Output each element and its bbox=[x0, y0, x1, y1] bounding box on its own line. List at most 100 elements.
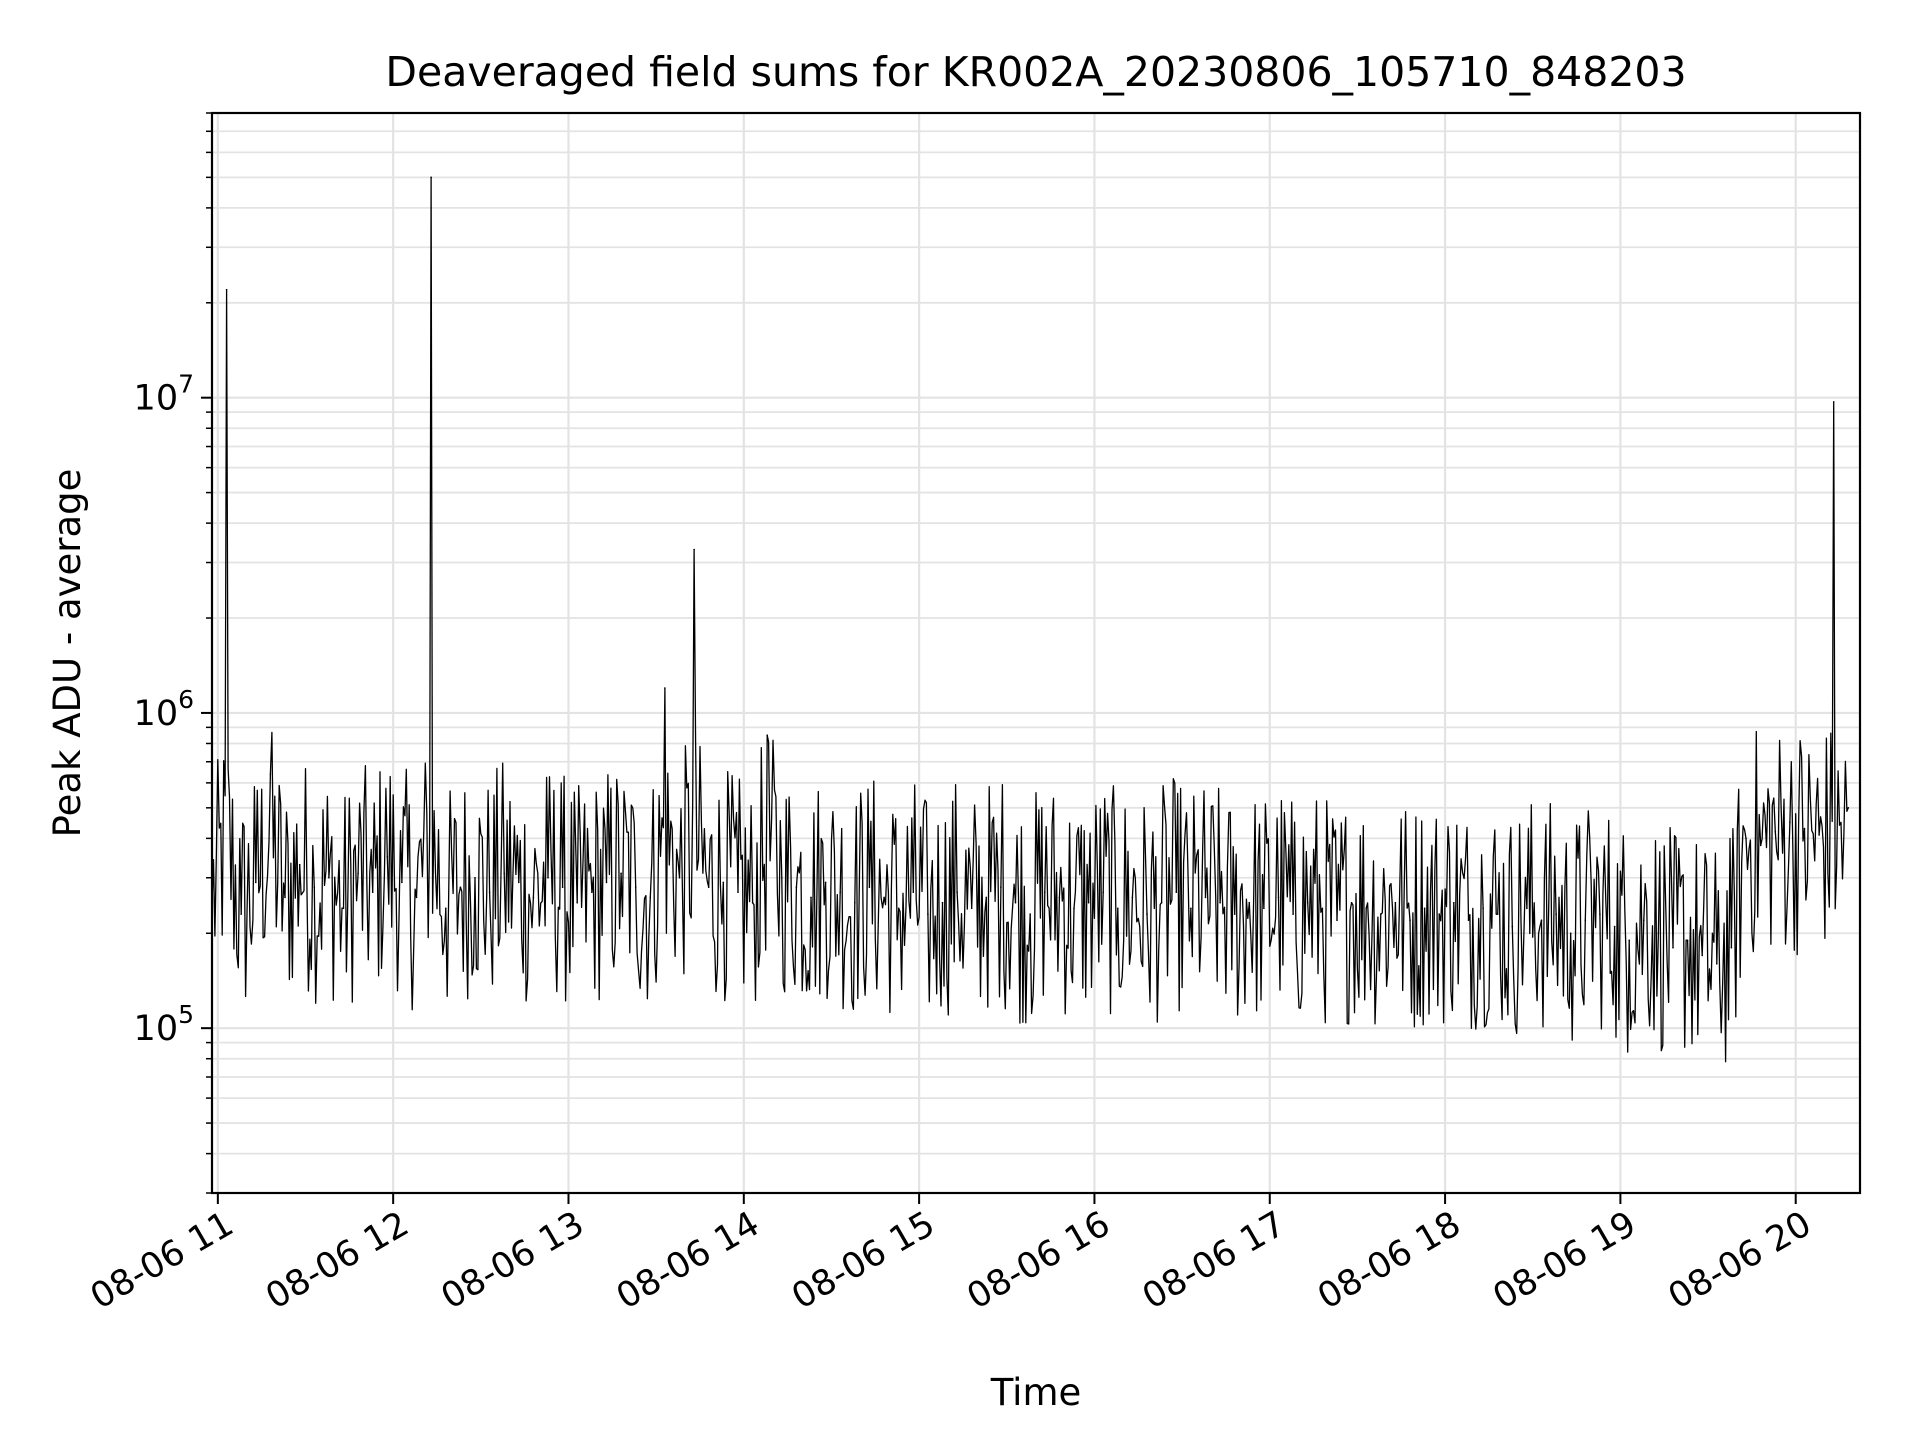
data-point bbox=[1847, 807, 1850, 809]
data-point bbox=[824, 881, 827, 884]
data-point bbox=[766, 734, 768, 736]
data-point bbox=[547, 877, 549, 879]
data-point bbox=[342, 907, 345, 910]
data-point bbox=[1453, 901, 1455, 904]
data-point bbox=[883, 896, 885, 899]
data-point bbox=[386, 855, 389, 858]
data-point bbox=[1044, 891, 1046, 893]
data-point bbox=[1584, 919, 1587, 921]
data-point bbox=[1657, 932, 1660, 935]
data-point bbox=[1423, 907, 1426, 910]
data-point bbox=[1716, 963, 1718, 965]
data-point bbox=[1233, 913, 1236, 915]
data-point bbox=[401, 881, 403, 884]
data-point bbox=[664, 687, 666, 689]
data-point bbox=[357, 872, 359, 875]
data-point bbox=[240, 913, 242, 915]
data-point bbox=[649, 896, 652, 899]
data-point bbox=[678, 877, 681, 879]
data-point bbox=[255, 881, 257, 884]
data-point bbox=[1701, 954, 1703, 957]
data-point bbox=[1336, 919, 1338, 921]
data-point bbox=[1745, 837, 1747, 840]
data-point bbox=[897, 907, 900, 910]
data-point bbox=[1204, 896, 1207, 899]
data-point bbox=[941, 901, 944, 904]
data-point bbox=[634, 886, 637, 888]
data-point bbox=[328, 877, 330, 879]
data-point bbox=[1759, 844, 1762, 847]
data-point bbox=[1175, 891, 1178, 893]
y-tick-label: 107 bbox=[134, 370, 194, 419]
data-point bbox=[1496, 913, 1499, 915]
data-point bbox=[1555, 913, 1557, 915]
data-point bbox=[1613, 925, 1616, 928]
data-point bbox=[1438, 913, 1440, 915]
data-point bbox=[415, 896, 418, 899]
data-point bbox=[488, 891, 491, 893]
data-point bbox=[561, 886, 564, 888]
data-point bbox=[576, 901, 578, 904]
data-point bbox=[371, 891, 374, 893]
data-point bbox=[1350, 901, 1353, 904]
data-point bbox=[474, 877, 476, 879]
data-point bbox=[1117, 907, 1119, 910]
data-point bbox=[1146, 913, 1148, 915]
data-point bbox=[1263, 907, 1265, 910]
data-point bbox=[1789, 821, 1791, 823]
data-point bbox=[1306, 901, 1309, 904]
data-point bbox=[1380, 913, 1382, 915]
chart-title: Deaveraged field sums for KR002A_2023080… bbox=[385, 48, 1686, 96]
y-tick-label: 105 bbox=[134, 1000, 194, 1049]
data-point bbox=[722, 881, 725, 884]
data-point bbox=[269, 773, 272, 775]
data-point bbox=[1321, 907, 1324, 910]
data-point bbox=[781, 877, 783, 879]
data-point bbox=[1686, 939, 1689, 942]
data-point bbox=[518, 881, 520, 884]
data-point bbox=[927, 913, 929, 915]
data-point bbox=[605, 881, 608, 884]
data-point bbox=[1014, 901, 1017, 904]
data-point bbox=[1102, 891, 1104, 893]
data-point bbox=[1248, 901, 1251, 904]
data-point bbox=[1073, 907, 1075, 910]
data-point bbox=[1467, 919, 1470, 921]
data-point bbox=[591, 891, 593, 893]
data-point bbox=[503, 872, 506, 875]
data-point bbox=[430, 176, 432, 179]
data-point bbox=[970, 907, 973, 910]
data-point bbox=[1511, 925, 1514, 928]
data-point bbox=[1730, 946, 1733, 949]
data-point bbox=[1394, 901, 1397, 904]
data-point bbox=[1190, 907, 1192, 910]
data-point bbox=[707, 886, 710, 888]
data-point bbox=[1058, 896, 1061, 899]
data-point bbox=[284, 896, 286, 899]
plot-frame bbox=[210, 111, 1862, 1195]
data-point bbox=[751, 901, 754, 904]
data-point bbox=[313, 886, 316, 888]
data-point bbox=[1365, 907, 1367, 910]
data-point bbox=[868, 886, 871, 888]
data-point bbox=[1277, 896, 1280, 899]
y-axis-label: Peak ADU - average bbox=[46, 469, 89, 838]
data-point bbox=[459, 886, 462, 888]
data-point bbox=[1087, 901, 1090, 904]
data-point bbox=[1160, 901, 1163, 904]
data-point bbox=[956, 891, 958, 893]
data-point bbox=[854, 901, 856, 904]
data-point bbox=[1000, 886, 1002, 888]
data-point bbox=[1482, 907, 1484, 910]
series-layer bbox=[211, 176, 1850, 1063]
x-axis-label: Time bbox=[990, 1371, 1082, 1414]
data-point bbox=[1832, 401, 1835, 403]
data-point bbox=[1569, 932, 1572, 935]
data-point bbox=[1409, 919, 1411, 921]
data-point bbox=[1599, 913, 1601, 915]
data-point bbox=[298, 863, 301, 866]
data-point bbox=[532, 896, 535, 899]
data-point bbox=[985, 896, 988, 899]
